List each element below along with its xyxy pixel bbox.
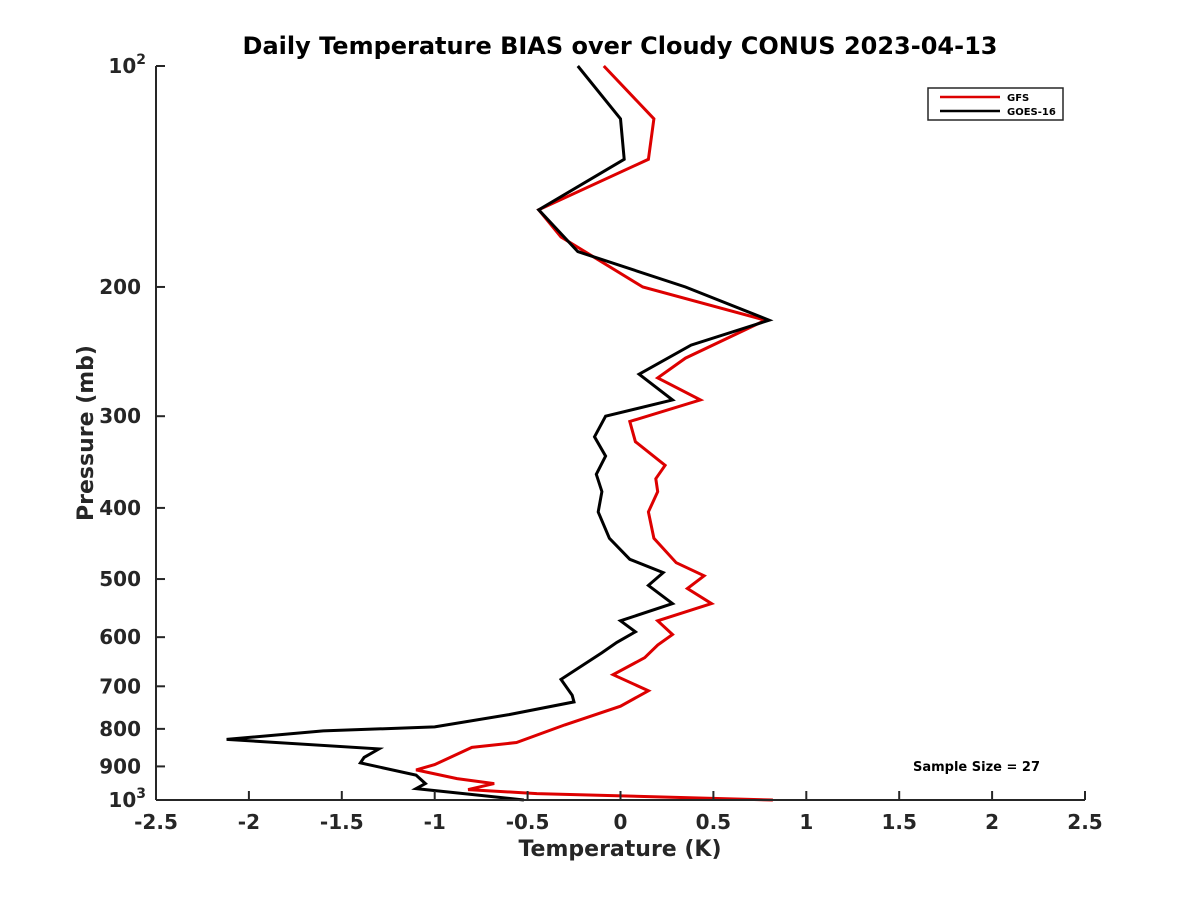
x-axis-ticks: -2.5 -2 -1.5 -1 -0.5 0 0.5 1 1.5 2 2.5	[134, 791, 1103, 834]
sample-size-annotation: Sample Size = 27	[913, 760, 1040, 775]
y-tick-label: 102	[108, 52, 146, 78]
x-tick-label: -2.5	[134, 810, 178, 834]
y-tick-exponent: 2	[136, 52, 146, 68]
legend-box	[927, 87, 1064, 121]
x-tick-label: 2.5	[1067, 810, 1102, 834]
y-tick-base: 10	[108, 54, 136, 78]
x-tick-label: 1.5	[881, 810, 916, 834]
series-line-goes-16	[226, 65, 774, 802]
series-layer	[226, 64, 774, 802]
legend-label-gfs: GFS	[1007, 93, 1029, 104]
x-tick-label: -1.5	[320, 810, 364, 834]
y-tick-label: 800	[99, 717, 141, 741]
x-tick-label: 0.5	[696, 810, 731, 834]
y-tick-label: 600	[99, 625, 141, 649]
x-tick-label: 2	[985, 810, 999, 834]
x-tick-label: -2	[238, 810, 260, 834]
y-axis-label: Pressure (mb)	[74, 345, 99, 521]
x-tick-label: 0	[614, 810, 628, 834]
chart-title: Daily Temperature BIAS over Cloudy CONUS…	[243, 32, 998, 60]
y-tick-label: 900	[99, 754, 141, 778]
y-tick-label: 300	[99, 404, 141, 428]
y-tick-label: 500	[99, 567, 141, 591]
x-axis-label: Temperature (K)	[518, 837, 721, 862]
legend: GFS GOES-16	[927, 87, 1064, 121]
y-tick-base: 10	[108, 788, 136, 812]
legend-label-goes-16: GOES-16	[1007, 107, 1056, 118]
x-tick-label: -0.5	[506, 810, 550, 834]
y-tick-label: 400	[99, 496, 141, 520]
x-tick-label: -1	[424, 810, 446, 834]
y-tick-exponent: 3	[136, 786, 146, 802]
y-tick-label: 200	[99, 275, 141, 299]
x-tick-label: 1	[799, 810, 813, 834]
y-tick-label: 103	[108, 786, 146, 812]
y-tick-label: 700	[99, 674, 141, 698]
